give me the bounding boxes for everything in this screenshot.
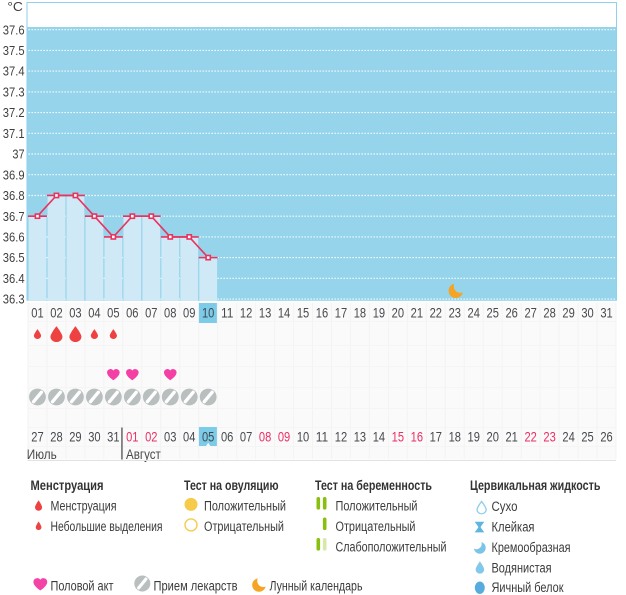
svg-text:02: 02 [50, 306, 62, 321]
svg-text:36.7: 36.7 [3, 209, 25, 224]
svg-text:Слабоположительный: Слабоположительный [336, 539, 447, 554]
svg-text:09: 09 [278, 430, 290, 445]
svg-text:15: 15 [297, 306, 309, 321]
svg-text:23: 23 [543, 430, 555, 445]
svg-text:Июль: Июль [27, 447, 57, 462]
svg-text:31: 31 [600, 306, 612, 321]
svg-text:08: 08 [164, 306, 176, 321]
svg-text:Менструация: Менструация [51, 498, 117, 513]
svg-text:22: 22 [524, 430, 536, 445]
svg-text:29: 29 [562, 306, 574, 321]
svg-text:06: 06 [221, 430, 233, 445]
svg-text:11: 11 [316, 430, 328, 445]
svg-text:13: 13 [354, 430, 366, 445]
svg-text:07: 07 [240, 430, 252, 445]
svg-text:Отрицательный: Отрицательный [336, 519, 416, 534]
svg-text:16: 16 [316, 306, 328, 321]
svg-text:37: 37 [12, 147, 24, 162]
svg-text:13: 13 [259, 306, 271, 321]
svg-text:20: 20 [487, 430, 499, 445]
svg-text:36.9: 36.9 [3, 167, 25, 182]
svg-text:Клейкая: Клейкая [492, 520, 535, 535]
svg-text:20: 20 [392, 306, 404, 321]
svg-text:09: 09 [183, 306, 195, 321]
svg-text:17: 17 [335, 306, 347, 321]
svg-text:Тест на овуляцию: Тест на овуляцию [184, 478, 279, 493]
svg-text:01: 01 [31, 306, 43, 321]
svg-text:15: 15 [392, 430, 404, 445]
svg-text:Кремообразная: Кремообразная [492, 540, 571, 555]
svg-text:08: 08 [259, 430, 271, 445]
svg-text:28: 28 [50, 430, 62, 445]
svg-text:36.5: 36.5 [3, 250, 25, 265]
svg-text:07: 07 [145, 306, 157, 321]
svg-text:37.3: 37.3 [3, 84, 25, 99]
svg-text:Менструация: Менструация [31, 478, 104, 493]
svg-text:30: 30 [581, 306, 593, 321]
svg-text:23: 23 [449, 306, 461, 321]
svg-text:28: 28 [543, 306, 555, 321]
svg-text:Сухо: Сухо [492, 499, 518, 514]
svg-text:21: 21 [411, 306, 423, 321]
svg-text:10: 10 [297, 430, 309, 445]
svg-text:37.5: 37.5 [3, 43, 25, 58]
svg-text:Август: Август [126, 447, 161, 462]
svg-text:Водянистая: Водянистая [492, 560, 552, 575]
svg-text:Отрицательный: Отрицательный [204, 519, 284, 534]
svg-text:19: 19 [468, 430, 480, 445]
svg-text:17: 17 [430, 430, 442, 445]
svg-text:02: 02 [145, 430, 157, 445]
svg-text:Цервикальная жидкость: Цервикальная жидкость [470, 478, 601, 493]
svg-text:25: 25 [487, 306, 499, 321]
svg-text:36.4: 36.4 [3, 271, 25, 286]
svg-text:22: 22 [430, 306, 442, 321]
svg-text:16: 16 [411, 430, 423, 445]
svg-text:36.3: 36.3 [3, 292, 25, 307]
svg-text:01: 01 [126, 430, 138, 445]
svg-text:24: 24 [468, 306, 481, 321]
svg-text:Половой акт: Половой акт [51, 578, 114, 593]
svg-text:05: 05 [202, 430, 214, 445]
svg-text:37.1: 37.1 [3, 126, 25, 141]
svg-text:27: 27 [31, 430, 43, 445]
svg-text:37.6: 37.6 [3, 22, 25, 37]
svg-text:12: 12 [335, 430, 347, 445]
svg-text:12: 12 [240, 306, 252, 321]
svg-text:29: 29 [69, 430, 81, 445]
svg-text:05: 05 [107, 306, 119, 321]
svg-text:37.2: 37.2 [3, 105, 25, 120]
svg-text:19: 19 [373, 306, 385, 321]
svg-text:Лунный календарь: Лунный календарь [270, 578, 363, 593]
svg-text:21: 21 [505, 430, 517, 445]
svg-text:30: 30 [88, 430, 100, 445]
svg-text:36.8: 36.8 [3, 188, 25, 203]
svg-text:26: 26 [505, 306, 517, 321]
svg-text:18: 18 [354, 306, 366, 321]
svg-text:37.4: 37.4 [3, 64, 25, 79]
svg-text:03: 03 [164, 430, 176, 445]
svg-text:14: 14 [278, 306, 291, 321]
svg-text:Тест на беременность: Тест на беременность [315, 478, 432, 493]
svg-text:°C: °C [7, 0, 23, 14]
svg-text:24: 24 [562, 430, 575, 445]
svg-text:36.6: 36.6 [3, 230, 25, 245]
svg-text:14: 14 [373, 430, 386, 445]
svg-text:Прием лекарств: Прием лекарств [154, 578, 238, 593]
svg-text:Яичный белок: Яичный белок [492, 580, 564, 595]
svg-text:04: 04 [183, 430, 196, 445]
svg-text:Положительный: Положительный [204, 498, 286, 513]
svg-text:06: 06 [126, 306, 138, 321]
svg-text:11: 11 [221, 306, 233, 321]
svg-text:26: 26 [600, 430, 612, 445]
svg-text:Положительный: Положительный [336, 498, 418, 513]
svg-text:27: 27 [524, 306, 536, 321]
svg-text:18: 18 [449, 430, 461, 445]
svg-text:03: 03 [69, 306, 81, 321]
svg-text:Небольшие выделения: Небольшие выделения [51, 519, 163, 534]
svg-text:25: 25 [581, 430, 593, 445]
svg-text:10: 10 [202, 306, 214, 321]
svg-text:04: 04 [88, 306, 101, 321]
svg-text:31: 31 [107, 430, 119, 445]
